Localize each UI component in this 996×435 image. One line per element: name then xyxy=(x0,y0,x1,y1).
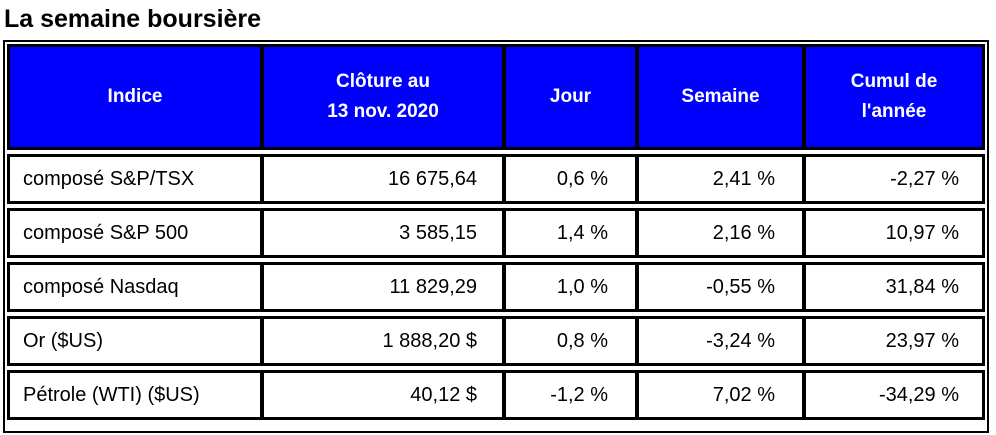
header-jour: Jour xyxy=(505,44,638,150)
row-week-change: 2,16 % xyxy=(638,208,805,258)
header-cloture-line1: Clôture au xyxy=(336,71,430,92)
row-index-name: Or ($US) xyxy=(7,316,263,366)
table-row: composé Nasdaq 11 829,29 1,0 % -0,55 % 3… xyxy=(7,262,985,312)
header-indice: Indice xyxy=(7,44,263,150)
table-row: Or ($US) 1 888,20 $ 0,8 % -3,24 % 23,97 … xyxy=(7,316,985,366)
row-close-value: 3 585,15 xyxy=(263,208,505,258)
row-close-value: 11 829,29 xyxy=(263,262,505,312)
row-week-change: -0,55 % xyxy=(638,262,805,312)
row-ytd-change: 23,97 % xyxy=(805,316,985,366)
row-close-value: 16 675,64 xyxy=(263,154,505,204)
header-cloture: Clôture au 13 nov. 2020 xyxy=(263,44,505,150)
row-week-change: 2,41 % xyxy=(638,154,805,204)
header-semaine: Semaine xyxy=(638,44,805,150)
page-title: La semaine boursière xyxy=(4,5,262,33)
row-day-change: -1,2 % xyxy=(505,370,638,420)
header-indice-line1: Indice xyxy=(107,86,163,107)
table-frame xyxy=(3,40,989,433)
row-day-change: 1,0 % xyxy=(505,262,638,312)
row-index-name: composé S&P 500 xyxy=(7,208,263,258)
row-ytd-change: -34,29 % xyxy=(805,370,985,420)
row-index-name: composé Nasdaq xyxy=(7,262,263,312)
row-ytd-change: 31,84 % xyxy=(805,262,985,312)
table-row: Pétrole (WTI) ($US) 40,12 $ -1,2 % 7,02 … xyxy=(7,370,985,420)
header-cumul-line2: l'année xyxy=(861,101,927,122)
row-index-name: Pétrole (WTI) ($US) xyxy=(7,370,263,420)
header-semaine-line1: Semaine xyxy=(681,86,760,107)
row-ytd-change: -2,27 % xyxy=(805,154,985,204)
header-jour-line1: Jour xyxy=(549,86,592,107)
row-day-change: 1,4 % xyxy=(505,208,638,258)
market-table: Indice Clôture au 13 nov. 2020 Jour Sema… xyxy=(7,40,985,424)
header-cumul-line1: Cumul de xyxy=(850,71,938,92)
header-row: Indice Clôture au 13 nov. 2020 Jour Sema… xyxy=(7,44,985,150)
header-cloture-line2: 13 nov. 2020 xyxy=(327,101,439,122)
row-close-value: 40,12 $ xyxy=(263,370,505,420)
row-week-change: 7,02 % xyxy=(638,370,805,420)
row-ytd-change: 10,97 % xyxy=(805,208,985,258)
header-cumul: Cumul de l'année xyxy=(805,44,985,150)
row-day-change: 0,8 % xyxy=(505,316,638,366)
row-index-name: composé S&P/TSX xyxy=(7,154,263,204)
row-close-value: 1 888,20 $ xyxy=(263,316,505,366)
table-row: composé S&P 500 3 585,15 1,4 % 2,16 % 10… xyxy=(7,208,985,258)
table-row: composé S&P/TSX 16 675,64 0,6 % 2,41 % -… xyxy=(7,154,985,204)
row-week-change: -3,24 % xyxy=(638,316,805,366)
row-day-change: 0,6 % xyxy=(505,154,638,204)
